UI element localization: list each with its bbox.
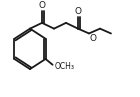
Text: O: O bbox=[38, 1, 46, 10]
Text: O: O bbox=[74, 7, 81, 16]
Text: O: O bbox=[90, 34, 97, 43]
Text: OCH₃: OCH₃ bbox=[55, 62, 75, 71]
